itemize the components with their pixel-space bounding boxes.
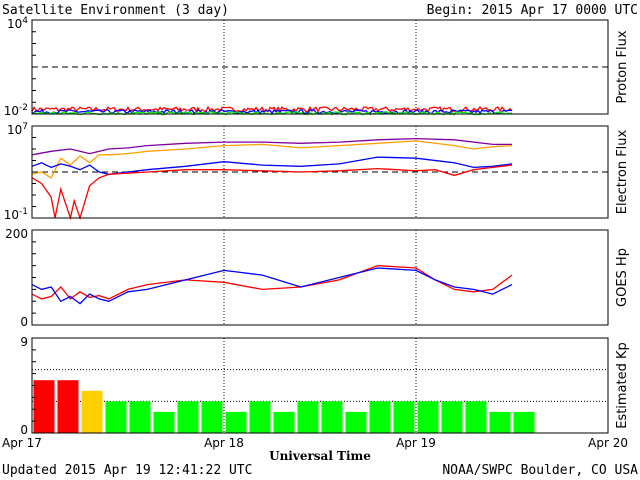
series-line-0 [31, 137, 512, 156]
panel-proton-flux: 104 10-2 Proton Flux [4, 16, 630, 118]
kp-bar [465, 401, 487, 433]
y-tick-label: 0 [20, 315, 28, 329]
series-line-1 [31, 140, 513, 179]
y-tick-label: 0 [20, 423, 28, 437]
kp-bar [81, 390, 103, 433]
kp-bar [273, 411, 295, 433]
kp-bar [57, 380, 79, 433]
panel-estimated-kp: 9 0 Estimated Kp [20, 335, 630, 437]
x-tick-label: Apr 18 [204, 436, 244, 450]
panel-frame [31, 19, 609, 115]
y-tick-label: 9 [20, 335, 28, 349]
panel-frame [31, 229, 609, 326]
x-tick-label: Apr 17 [2, 436, 42, 450]
series-line-0 [31, 105, 513, 114]
kp-bar [129, 401, 151, 433]
y-axis-label: Proton Flux [615, 30, 630, 103]
y-tick-label: 104 [7, 16, 28, 31]
y-tick-label: 10-2 [4, 103, 28, 118]
kp-bar [297, 401, 319, 433]
kp-bar [345, 411, 367, 433]
kp-bar [417, 401, 439, 433]
chart-panels: 104 10-2 Proton Flux 107 10-1 Electron Flux 20… [4, 16, 630, 437]
updated-time: Updated 2015 Apr 19 12:41:22 UTC [2, 463, 252, 478]
kp-bar [441, 401, 463, 433]
series-line-2 [31, 156, 513, 175]
y-axis-label: Electron Flux [615, 129, 630, 214]
kp-bar [321, 401, 343, 433]
kp-bar [105, 401, 127, 433]
y-tick-label: 10-1 [4, 207, 28, 222]
kp-bar [33, 380, 55, 433]
panel-goes-hp: 200 0 GOES Hp [5, 227, 630, 329]
kp-bar [513, 411, 535, 433]
kp-bar [153, 411, 175, 433]
kp-bar [393, 401, 415, 433]
x-tick-label: Apr 19 [396, 436, 436, 450]
kp-bar [225, 411, 247, 433]
credit-label: NOAA/SWPC Boulder, CO USA [442, 463, 638, 478]
kp-bar [369, 401, 391, 433]
y-tick-label: 107 [7, 122, 28, 137]
y-axis-label: Estimated Kp [615, 342, 630, 429]
chart-title: Satellite Environment (3 day) [2, 3, 229, 18]
x-tick-label: Apr 20 [588, 436, 628, 450]
x-axis-ticks: Apr 17 Apr 18 Apr 19 Apr 20 [2, 436, 628, 450]
panel-electron-flux: 107 10-1 Electron Flux [4, 122, 630, 222]
kp-bar [249, 401, 271, 433]
kp-bar [489, 411, 511, 433]
begin-time: Begin: 2015 Apr 17 0000 UTC [427, 3, 638, 18]
series-line-1 [31, 267, 513, 305]
y-axis-label: GOES Hp [615, 248, 630, 307]
x-axis-label: Universal Time [269, 449, 371, 463]
y-tick-label: 200 [5, 227, 28, 241]
kp-bar [201, 401, 223, 433]
series-line-3 [31, 164, 513, 221]
kp-bar [177, 401, 199, 433]
